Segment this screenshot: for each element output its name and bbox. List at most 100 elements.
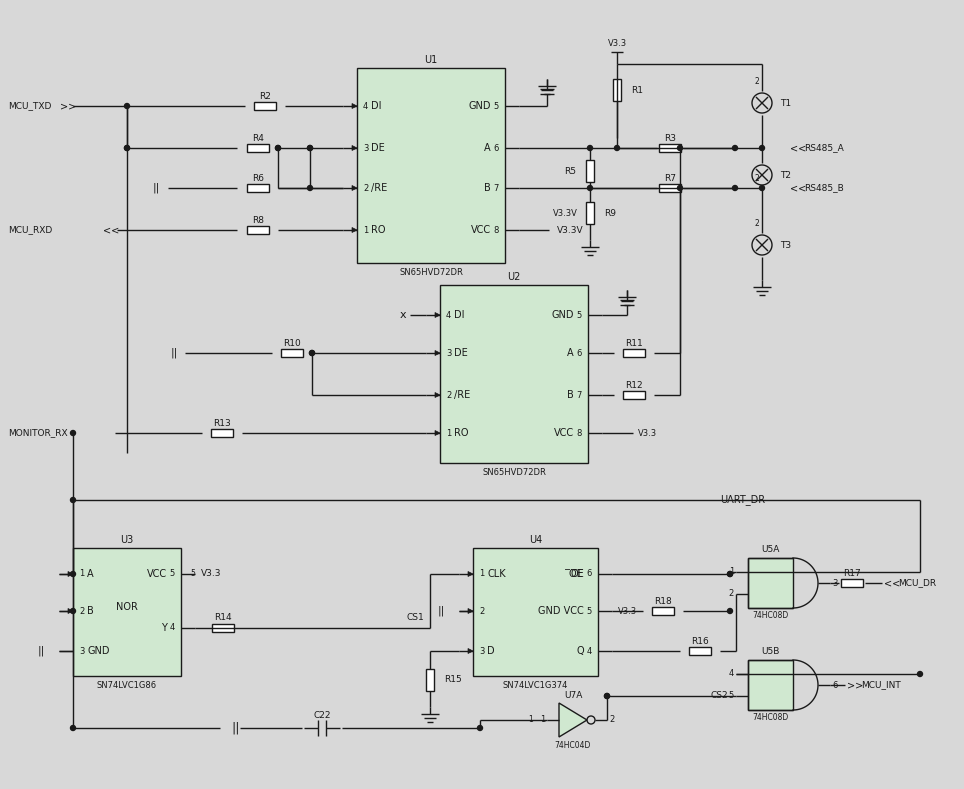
Polygon shape [352,185,357,190]
Bar [426,669,434,691]
Circle shape [760,185,764,190]
Text: 2: 2 [609,716,614,724]
Text: U1: U1 [424,55,438,65]
Text: R6: R6 [252,174,264,182]
Text: B: B [484,183,491,193]
Text: RO: RO [371,225,386,235]
Circle shape [760,145,764,151]
Polygon shape [468,649,473,653]
Polygon shape [435,392,440,398]
Text: 5: 5 [587,607,592,615]
Bar [212,624,234,632]
Circle shape [728,571,733,577]
Text: 1: 1 [528,716,533,724]
Circle shape [308,145,312,151]
Text: R15: R15 [444,675,462,685]
Polygon shape [352,103,357,109]
Circle shape [309,350,314,356]
Text: 1: 1 [729,567,734,577]
Circle shape [70,726,75,731]
Text: 7: 7 [494,184,499,193]
Text: U5A: U5A [762,545,780,555]
Text: RS485_B: RS485_B [804,184,844,193]
Text: U5B: U5B [762,648,780,656]
Text: SN65HVD72DR: SN65HVD72DR [482,468,546,477]
Text: GND: GND [551,310,574,320]
Text: MONITOR_RX: MONITOR_RX [8,428,67,437]
Polygon shape [468,571,473,577]
Bar [247,184,269,192]
Circle shape [309,350,314,356]
Text: <<: << [103,225,120,235]
Text: B: B [567,390,574,400]
Text: 5: 5 [190,570,195,578]
Text: VCC: VCC [470,225,491,235]
Text: ||: || [438,606,445,616]
Text: V3.3: V3.3 [618,607,637,615]
Text: CS1: CS1 [406,614,424,623]
Text: 2: 2 [479,607,484,615]
Text: GND VCC: GND VCC [538,606,584,616]
Circle shape [733,185,737,190]
Text: U7A: U7A [564,690,582,700]
Bar [281,349,303,357]
Text: RO: RO [454,428,469,438]
Text: /RE: /RE [454,390,470,400]
Text: 2: 2 [729,589,734,599]
Text: V3.3V: V3.3V [553,208,578,218]
Circle shape [124,145,129,151]
Bar [659,184,681,192]
Text: V3.3: V3.3 [201,570,222,578]
Text: ||: || [171,348,178,358]
Text: R17: R17 [844,569,861,578]
Circle shape [614,145,620,151]
Text: >>: >> [60,101,76,111]
Bar [689,647,711,655]
Text: U3: U3 [120,535,134,545]
Text: 6: 6 [832,680,838,690]
Text: 8: 8 [494,226,499,234]
Circle shape [70,431,75,436]
Text: GND: GND [469,101,491,111]
Text: DI: DI [454,310,465,320]
Text: 6: 6 [587,570,592,578]
Text: A: A [568,348,574,358]
Text: 2: 2 [363,184,368,193]
Circle shape [124,145,129,151]
Text: 2: 2 [754,174,759,182]
Text: 3: 3 [363,144,368,152]
Text: R7: R7 [664,174,676,182]
Text: OE: OE [571,569,584,579]
Text: Y: Y [161,623,167,633]
Circle shape [124,103,129,109]
Text: 5: 5 [170,570,175,578]
Circle shape [70,571,75,577]
Text: 74HC08D: 74HC08D [752,713,789,723]
Circle shape [477,726,483,731]
Text: 74HC04D: 74HC04D [555,741,591,750]
Text: >>: >> [847,680,863,690]
Text: 4: 4 [729,670,734,679]
Text: <<: << [790,143,806,153]
Text: V3.3: V3.3 [638,428,657,437]
Text: U2: U2 [507,272,521,282]
Text: x: x [399,310,406,320]
Text: 1: 1 [79,570,84,578]
Text: ̅O̅E̅: ̅O̅E̅ [571,569,584,579]
Text: 5: 5 [494,102,499,110]
Text: 3: 3 [479,646,484,656]
Text: MCU_TXD: MCU_TXD [8,102,51,110]
Text: MCU_INT: MCU_INT [861,680,900,690]
Circle shape [276,145,281,151]
Text: R5: R5 [564,166,576,175]
Circle shape [587,145,593,151]
Text: R8: R8 [252,215,264,225]
Text: 2: 2 [79,607,84,615]
Text: DE: DE [454,348,468,358]
Bar [211,429,233,437]
Bar [623,349,645,357]
Bar [652,607,674,615]
Text: GND: GND [87,646,110,656]
Text: 2: 2 [446,391,451,399]
Text: VCC: VCC [554,428,574,438]
